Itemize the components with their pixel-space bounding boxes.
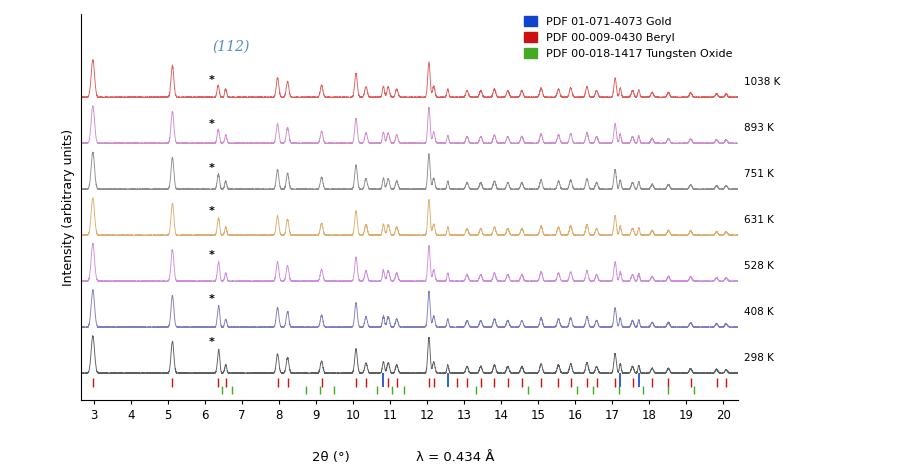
Text: *: * xyxy=(209,75,215,85)
Legend: PDF 01-071-4073 Gold, PDF 00-009-0430 Beryl, PDF 00-018-1417 Tungsten Oxide: PDF 01-071-4073 Gold, PDF 00-009-0430 Be… xyxy=(524,16,733,59)
Text: (112): (112) xyxy=(212,40,250,54)
Text: *: * xyxy=(209,206,215,216)
Text: 1038 K: 1038 K xyxy=(743,77,780,87)
Text: 893 K: 893 K xyxy=(743,123,773,133)
Text: 631 K: 631 K xyxy=(743,215,773,225)
Text: 2θ (°): 2θ (°) xyxy=(311,451,349,463)
Y-axis label: Intensity (arbitrary units): Intensity (arbitrary units) xyxy=(62,129,76,286)
Text: *: * xyxy=(209,294,215,304)
Text: 528 K: 528 K xyxy=(743,261,773,271)
Text: 298 K: 298 K xyxy=(743,353,773,363)
Text: *: * xyxy=(209,119,215,130)
Text: 751 K: 751 K xyxy=(743,169,773,179)
Text: λ = 0.434 Å: λ = 0.434 Å xyxy=(417,451,495,463)
Text: *: * xyxy=(209,163,215,173)
Text: *: * xyxy=(209,250,215,260)
Text: *: * xyxy=(209,337,215,347)
Text: 408 K: 408 K xyxy=(743,307,773,317)
